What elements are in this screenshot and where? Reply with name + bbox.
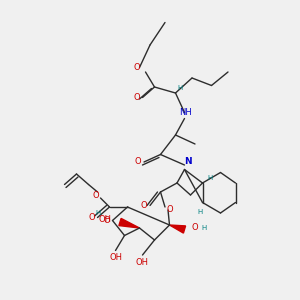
Text: O: O <box>135 158 141 166</box>
Text: O: O <box>133 93 140 102</box>
Text: H: H <box>197 208 202 214</box>
Text: H: H <box>95 210 100 216</box>
Polygon shape <box>119 218 140 228</box>
Text: O: O <box>103 216 110 225</box>
Text: O: O <box>192 224 198 232</box>
Polygon shape <box>169 225 186 233</box>
Text: H: H <box>207 176 213 182</box>
Text: OH: OH <box>136 258 149 267</box>
Text: OH: OH <box>109 254 122 262</box>
Text: H: H <box>177 85 183 91</box>
Text: O: O <box>133 63 140 72</box>
Text: O: O <box>141 201 147 210</box>
Text: H: H <box>201 225 207 231</box>
Text: O: O <box>88 213 95 222</box>
Text: NH: NH <box>180 108 192 117</box>
Text: O: O <box>166 206 173 214</box>
Text: OH: OH <box>98 214 112 224</box>
Text: N: N <box>184 158 191 166</box>
Text: O: O <box>93 190 99 200</box>
